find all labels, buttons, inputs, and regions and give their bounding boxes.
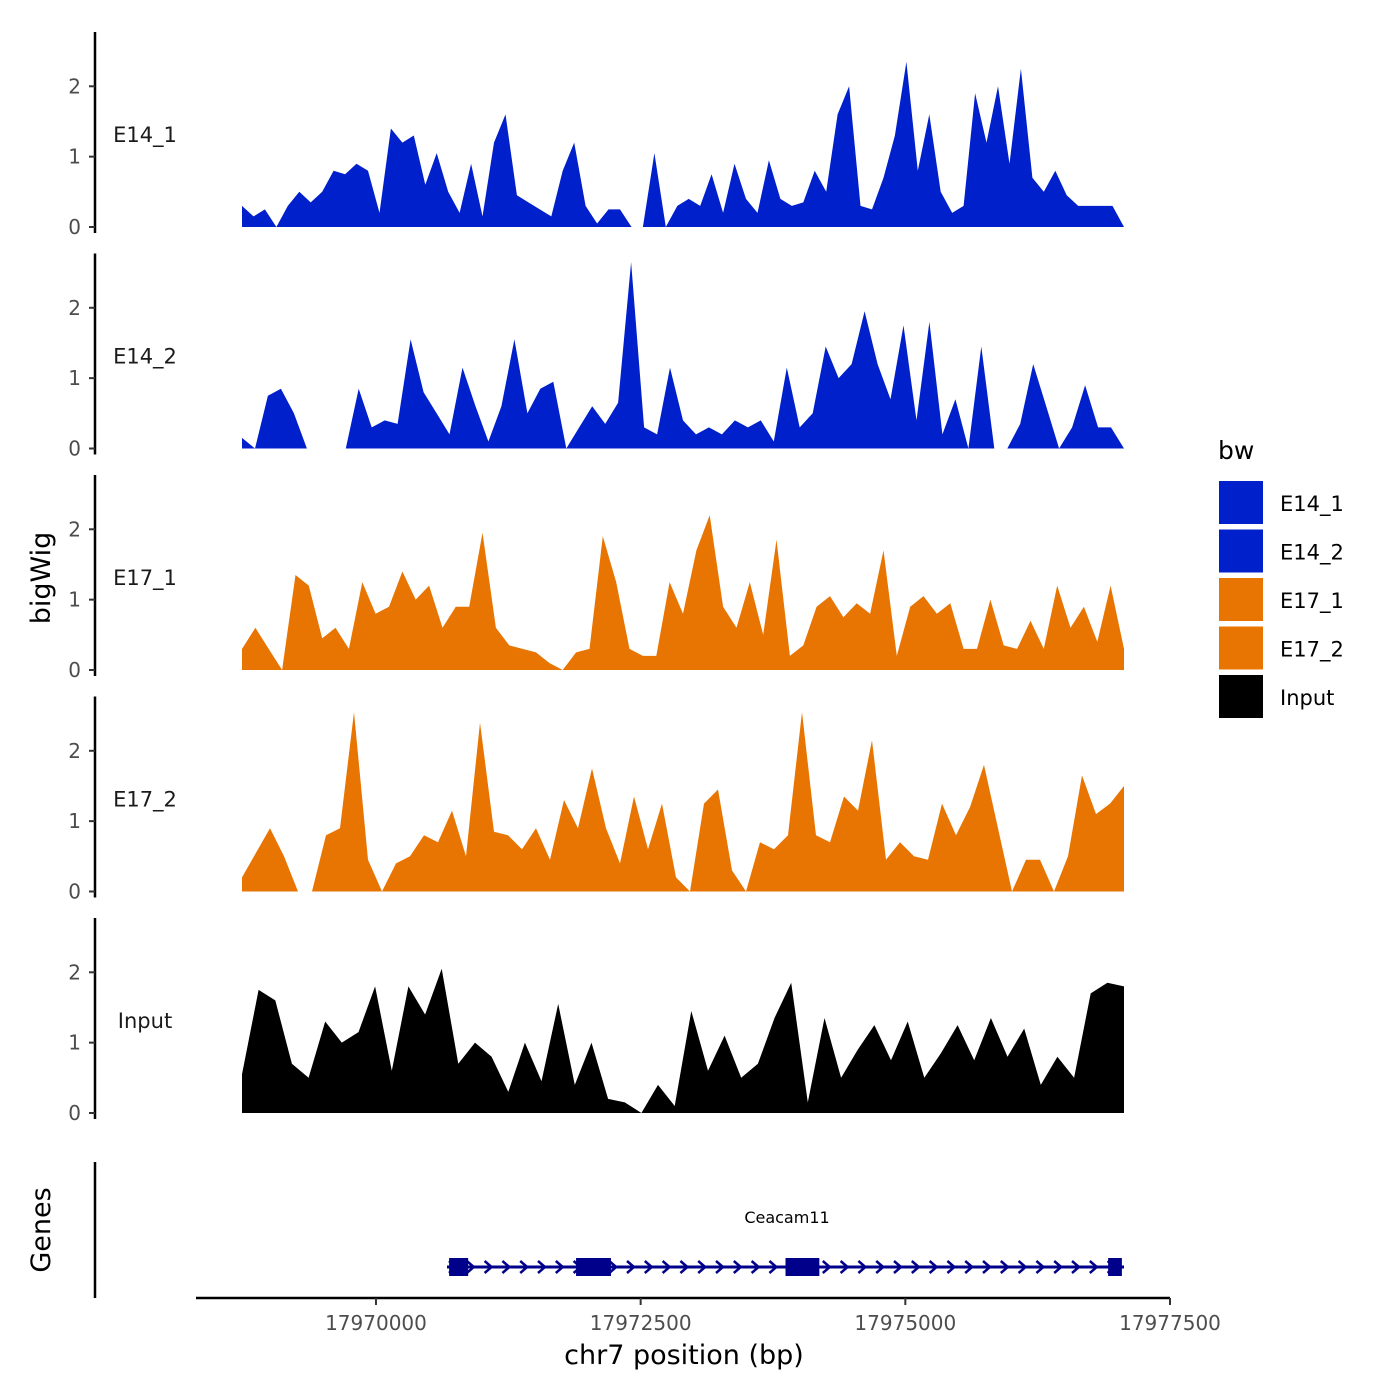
y-axis-title: bigWig	[26, 532, 57, 625]
tracks-group: 0 1 2 E14_1 0 1 2 E14_2 0 1 2 E17_1 0 1 2 E17_2 0 1 2 Input	[68, 32, 1124, 1125]
y-tick-label: 1	[68, 145, 81, 169]
strand-arrow	[483, 1260, 494, 1274]
track-E17_1: 0 1 2 E17_1	[68, 475, 1124, 682]
y-tick-label: 2	[68, 739, 81, 763]
x-tick-label: 17972500	[590, 1311, 692, 1335]
y-tick-label: 2	[68, 74, 81, 98]
legend-swatch-E14_2	[1219, 529, 1263, 573]
legend-swatch-E17_2	[1219, 626, 1263, 670]
strand-arrow	[857, 1260, 868, 1274]
gene-name-label: Ceacam11	[744, 1208, 829, 1227]
strand-arrow	[768, 1260, 779, 1274]
strand-arrow	[982, 1260, 992, 1274]
gene-exon	[785, 1258, 820, 1276]
gene-exon	[449, 1258, 469, 1276]
strand-arrow	[626, 1260, 636, 1274]
coverage-area-E17_1	[242, 515, 1124, 670]
x-tick-label: 17977500	[1119, 1311, 1221, 1335]
strand-arrow	[1053, 1260, 1064, 1274]
strand-arrow	[715, 1260, 725, 1274]
y-tick-label: 0	[68, 880, 81, 904]
gene-exon	[1108, 1258, 1122, 1276]
x-axis: 17970000 17972500 17975000 17977500	[196, 1296, 1221, 1335]
track-label: E17_2	[113, 788, 177, 813]
strand-arrow	[501, 1260, 512, 1274]
y-tick-label: 2	[68, 296, 81, 320]
strand-arrow	[999, 1260, 1010, 1274]
track-Input: 0 1 2 Input	[68, 918, 1124, 1125]
y-tick-label: 1	[68, 588, 81, 612]
genes-track-title: Genes	[26, 1187, 57, 1272]
y-tick-label: 2	[68, 517, 81, 541]
y-tick-label: 2	[68, 960, 81, 984]
strand-arrow	[537, 1260, 547, 1274]
strand-arrow	[875, 1260, 886, 1274]
strand-arrow	[465, 1260, 476, 1274]
strand-arrow	[910, 1260, 921, 1274]
legend-label-E14_2: E14_2	[1280, 541, 1344, 566]
strand-arrow	[928, 1260, 939, 1274]
legend-label-Input: Input	[1280, 686, 1334, 710]
y-tick-label: 0	[68, 658, 81, 682]
x-tick-label: 17975000	[854, 1311, 956, 1335]
coverage-area-E14_1	[242, 61, 1124, 228]
legend-label-E14_1: E14_1	[1280, 492, 1344, 517]
strand-arrow	[661, 1260, 672, 1274]
y-tick-label: 0	[68, 1101, 81, 1125]
track-label: E14_1	[113, 123, 177, 148]
legend-label-E17_2: E17_2	[1280, 638, 1344, 663]
strand-arrow	[643, 1260, 654, 1274]
track-label: Input	[118, 1009, 172, 1033]
legend-swatch-E17_1	[1219, 578, 1263, 621]
y-tick-label: 0	[68, 437, 81, 461]
strand-arrow	[821, 1260, 832, 1274]
strand-arrow	[697, 1260, 708, 1274]
track-label: E17_1	[113, 566, 177, 591]
y-tick-label: 1	[68, 1031, 81, 1055]
coverage-area-E17_2	[242, 712, 1124, 892]
strand-arrow	[679, 1260, 690, 1274]
y-tick-label: 1	[68, 809, 81, 833]
legend-swatch-E14_1	[1219, 481, 1263, 524]
strand-arrow	[964, 1260, 975, 1274]
track-E17_2: 0 1 2 E17_2	[68, 696, 1124, 904]
gene-track: Ceacam11	[93, 1162, 1124, 1298]
strand-arrow	[750, 1260, 761, 1274]
strand-arrow	[554, 1260, 565, 1274]
y-tick-label: 1	[68, 366, 81, 390]
strand-arrow	[1035, 1260, 1046, 1274]
strand-arrow	[1017, 1260, 1028, 1274]
x-axis-title: chr7 position (bp)	[564, 1340, 804, 1371]
legend-swatch-Input	[1219, 675, 1263, 718]
strand-arrow	[839, 1260, 850, 1274]
gene-exon	[576, 1258, 611, 1276]
strand-arrow	[1071, 1260, 1081, 1274]
track-E14_2: 0 1 2 E14_2	[68, 253, 1124, 461]
legend-label-E17_1: E17_1	[1280, 589, 1344, 614]
legend: bw E14_1 E14_2 E17_1 E17_2 Input	[1218, 436, 1344, 718]
strand-arrow	[1088, 1260, 1099, 1274]
strand-arrow	[946, 1260, 957, 1274]
strand-arrow	[519, 1260, 530, 1274]
coverage-area-Input	[242, 968, 1124, 1113]
strand-arrow	[893, 1260, 903, 1274]
track-label: E14_2	[113, 345, 177, 370]
track-E14_1: 0 1 2 E14_1	[68, 32, 1124, 239]
x-tick-label: 17970000	[325, 1311, 427, 1335]
coverage-area-E14_2	[242, 262, 1124, 449]
strand-arrow	[732, 1260, 743, 1274]
legend-title: bw	[1218, 436, 1254, 465]
strand-arrow	[608, 1260, 619, 1274]
y-tick-label: 0	[68, 215, 81, 239]
